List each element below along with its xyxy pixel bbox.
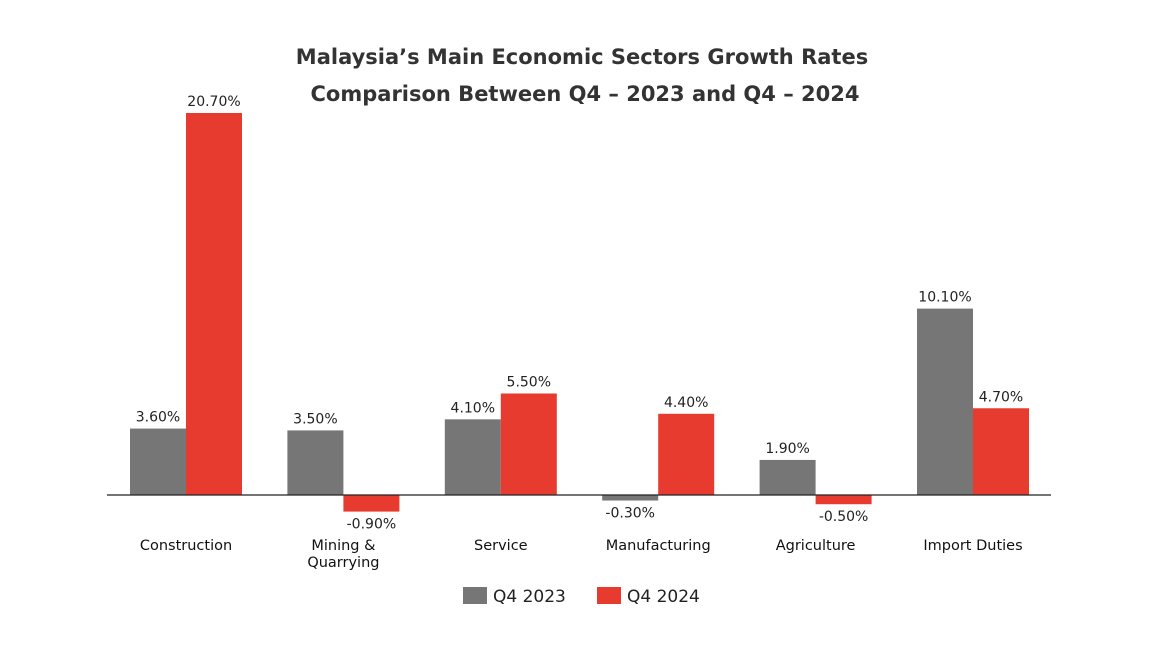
data-label: -0.90% xyxy=(347,517,397,533)
legend-swatch xyxy=(597,587,621,604)
legend-swatch xyxy=(463,587,487,604)
legend-label: Q4 2023 xyxy=(493,587,566,607)
bar-q4-2023 xyxy=(917,308,973,495)
chart-title-line-1: Malaysia’s Main Economic Sectors Growth … xyxy=(296,45,868,69)
category-label: Service xyxy=(474,538,528,554)
bar-q4-2023 xyxy=(759,459,816,495)
data-label: 10.10% xyxy=(918,290,971,306)
data-label: 20.70% xyxy=(187,94,240,110)
category-label: Agriculture xyxy=(776,538,856,554)
bar-q4-2024 xyxy=(973,408,1029,495)
data-label: 1.90% xyxy=(765,441,809,457)
bar-q4-2023 xyxy=(287,430,344,495)
data-label: 5.50% xyxy=(507,375,551,391)
data-label: 4.10% xyxy=(451,400,495,416)
data-label: 3.50% xyxy=(293,411,337,427)
bar-q4-2024 xyxy=(186,113,242,495)
chart-title-line-2: Comparison Between Q4 – 2023 and Q4 – 20… xyxy=(311,82,860,106)
bar-q4-2023 xyxy=(130,428,186,495)
bar-q4-2024 xyxy=(658,413,715,495)
data-label: 3.60% xyxy=(136,410,180,426)
data-label: 4.40% xyxy=(664,395,708,411)
category-label: Mining & xyxy=(311,538,375,554)
category-label: Construction xyxy=(140,538,232,554)
bar-q4-2024 xyxy=(343,495,400,512)
data-label: 4.70% xyxy=(979,389,1023,405)
category-label: Manufacturing xyxy=(606,538,711,554)
bar-q4-2023 xyxy=(602,495,659,501)
bar-q4-2024 xyxy=(815,495,872,505)
data-label: -0.30% xyxy=(605,506,655,522)
category-label: Import Duties xyxy=(923,538,1022,554)
category-label: Quarrying xyxy=(307,555,379,571)
bar-q4-2024 xyxy=(500,393,557,495)
bar-q4-2023 xyxy=(444,419,501,495)
data-label: -0.50% xyxy=(819,509,869,525)
legend-label: Q4 2024 xyxy=(627,587,700,607)
